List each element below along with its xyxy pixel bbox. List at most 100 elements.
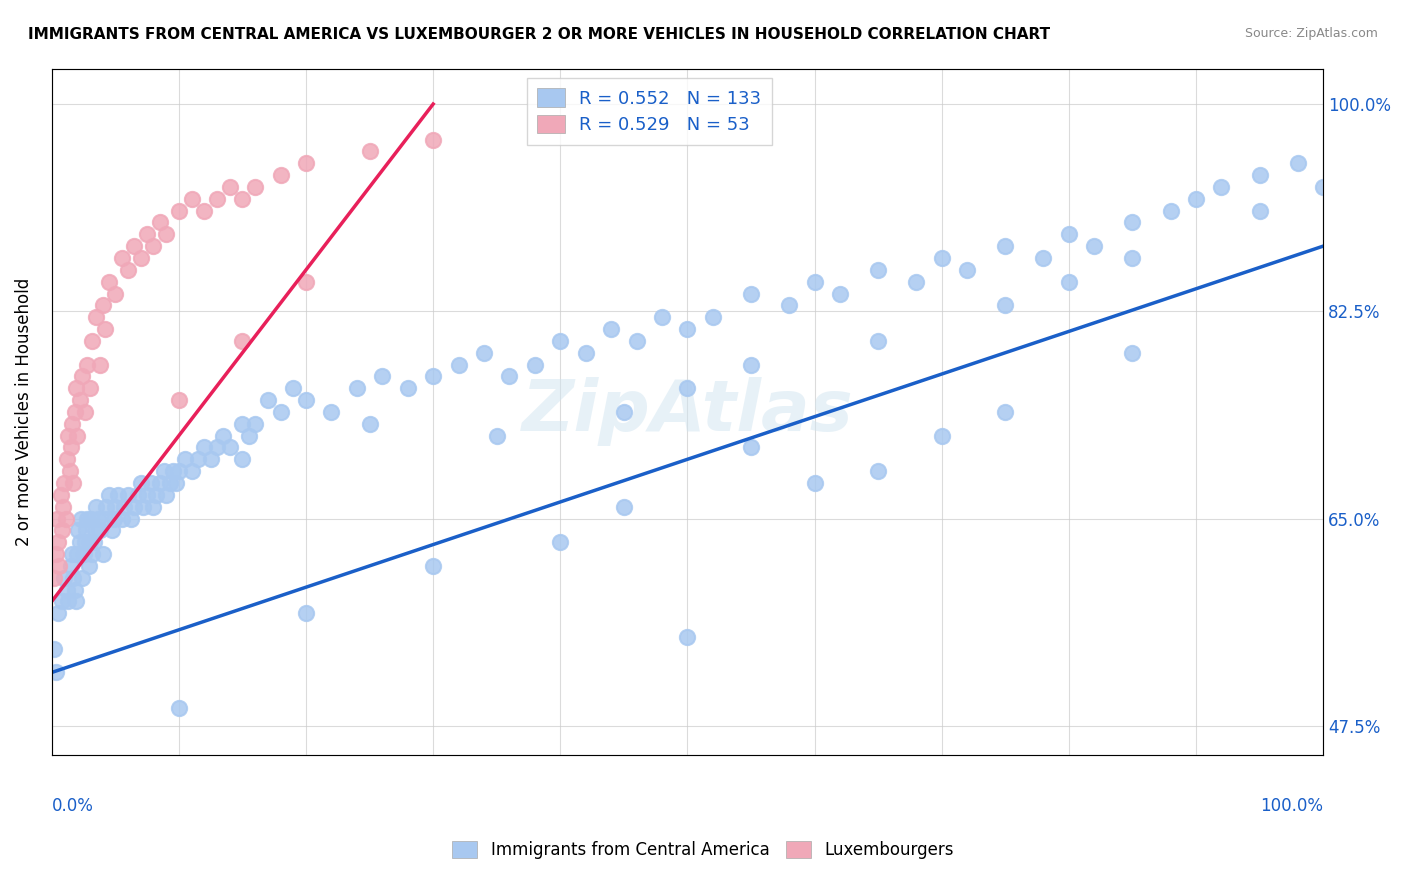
Point	[51, 524, 73, 538]
Point	[86, 511, 108, 525]
Point	[231, 417, 253, 431]
Point	[702, 310, 724, 325]
Point	[58, 594, 80, 608]
Point	[107, 488, 129, 502]
Point	[136, 488, 159, 502]
Point	[55, 511, 77, 525]
Point	[422, 369, 444, 384]
Point	[91, 298, 114, 312]
Point	[59, 558, 82, 573]
Point	[257, 393, 280, 408]
Point	[575, 345, 598, 359]
Point	[77, 558, 100, 573]
Point	[149, 475, 172, 490]
Point	[740, 286, 762, 301]
Point	[238, 428, 260, 442]
Point	[803, 275, 825, 289]
Point	[104, 500, 127, 514]
Point	[1286, 156, 1309, 170]
Point	[676, 322, 699, 336]
Point	[868, 464, 890, 478]
Point	[73, 535, 96, 549]
Point	[231, 452, 253, 467]
Point	[91, 547, 114, 561]
Point	[97, 275, 120, 289]
Point	[1121, 345, 1143, 359]
Point	[84, 500, 107, 514]
Point	[626, 334, 648, 348]
Point	[56, 452, 79, 467]
Point	[321, 405, 343, 419]
Point	[84, 524, 107, 538]
Point	[1160, 203, 1182, 218]
Point	[1249, 203, 1271, 218]
Point	[295, 156, 318, 170]
Point	[472, 345, 495, 359]
Point	[1057, 227, 1080, 242]
Point	[76, 358, 98, 372]
Point	[159, 475, 181, 490]
Legend: R = 0.552   N = 133, R = 0.529   N = 53: R = 0.552 N = 133, R = 0.529 N = 53	[527, 78, 772, 145]
Point	[187, 452, 209, 467]
Point	[62, 475, 84, 490]
Point	[48, 558, 70, 573]
Point	[46, 606, 69, 620]
Point	[212, 428, 235, 442]
Point	[422, 132, 444, 146]
Point	[152, 464, 174, 478]
Point	[1121, 251, 1143, 265]
Point	[60, 417, 83, 431]
Point	[70, 511, 93, 525]
Point	[72, 571, 94, 585]
Point	[84, 310, 107, 325]
Point	[97, 488, 120, 502]
Point	[62, 571, 84, 585]
Point	[79, 535, 101, 549]
Point	[120, 511, 142, 525]
Point	[46, 535, 69, 549]
Point	[58, 464, 80, 478]
Point	[44, 641, 66, 656]
Point	[523, 358, 546, 372]
Point	[100, 524, 122, 538]
Point	[231, 192, 253, 206]
Point	[104, 286, 127, 301]
Point	[155, 227, 177, 242]
Point	[63, 405, 86, 419]
Point	[231, 334, 253, 348]
Point	[346, 381, 368, 395]
Point	[89, 524, 111, 538]
Point	[1312, 180, 1334, 194]
Point	[63, 582, 86, 597]
Point	[295, 393, 318, 408]
Legend: Immigrants from Central America, Luxembourgers: Immigrants from Central America, Luxembo…	[446, 834, 960, 866]
Point	[51, 594, 73, 608]
Point	[73, 405, 96, 419]
Point	[270, 168, 292, 182]
Point	[44, 571, 66, 585]
Point	[1083, 239, 1105, 253]
Point	[45, 547, 67, 561]
Point	[167, 203, 190, 218]
Point	[740, 441, 762, 455]
Point	[193, 441, 215, 455]
Point	[167, 393, 190, 408]
Point	[994, 298, 1017, 312]
Point	[931, 428, 953, 442]
Point	[243, 417, 266, 431]
Point	[740, 358, 762, 372]
Point	[80, 511, 103, 525]
Point	[117, 488, 139, 502]
Point	[283, 381, 305, 395]
Point	[613, 405, 636, 419]
Point	[52, 500, 75, 514]
Point	[162, 464, 184, 478]
Point	[94, 511, 117, 525]
Point	[129, 475, 152, 490]
Point	[359, 145, 381, 159]
Point	[905, 275, 928, 289]
Point	[956, 263, 979, 277]
Point	[75, 524, 97, 538]
Point	[124, 239, 146, 253]
Point	[96, 500, 118, 514]
